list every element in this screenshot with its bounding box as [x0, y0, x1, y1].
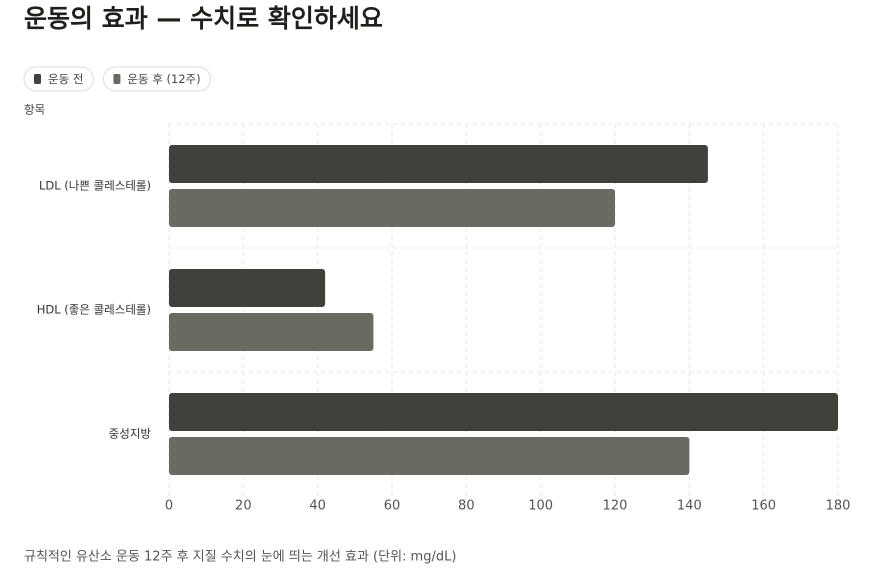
x-tick-label: 100 [528, 499, 553, 514]
y-axis-label: 항목 [24, 103, 45, 117]
x-tick-label: 20 [235, 499, 252, 514]
y-tick-label: HDL (좋은 콜레스테롤) [37, 303, 151, 317]
x-tick-label: 160 [751, 499, 776, 514]
x-tick-label: 40 [309, 499, 326, 514]
legend-label: 운동 전 [48, 72, 83, 86]
chart-title: 운동의 효과 — 수치로 확인하세요 [24, 4, 383, 33]
caption: 규칙적인 유산소 운동 12주 후 지질 수치의 눈에 띄는 개선 효과 (단위… [24, 550, 456, 565]
legend-item: 운동 후 (12주) [102, 66, 212, 92]
bar [169, 189, 615, 227]
x-tick-label: 140 [677, 499, 702, 514]
x-tick-label: 120 [603, 499, 628, 514]
x-tick-label: 60 [384, 499, 401, 514]
legend-label: 운동 후 (12주) [127, 72, 200, 86]
legend-pill [102, 66, 212, 92]
x-tick-label: 180 [826, 499, 851, 514]
bar [169, 145, 708, 183]
bar [169, 313, 374, 351]
y-tick-label: 중성지방 [109, 427, 152, 441]
x-tick-label: 80 [458, 499, 475, 514]
x-tick-label: 0 [165, 499, 173, 514]
bar [169, 269, 326, 307]
legend-pill [23, 66, 94, 92]
legend-item: 운동 전 [23, 66, 94, 92]
y-tick-label: LDL (나쁜 콜레스테롤) [39, 179, 151, 193]
bar [169, 437, 690, 475]
legend-swatch [34, 74, 41, 84]
bar [169, 393, 838, 431]
legend-swatch [113, 74, 121, 84]
